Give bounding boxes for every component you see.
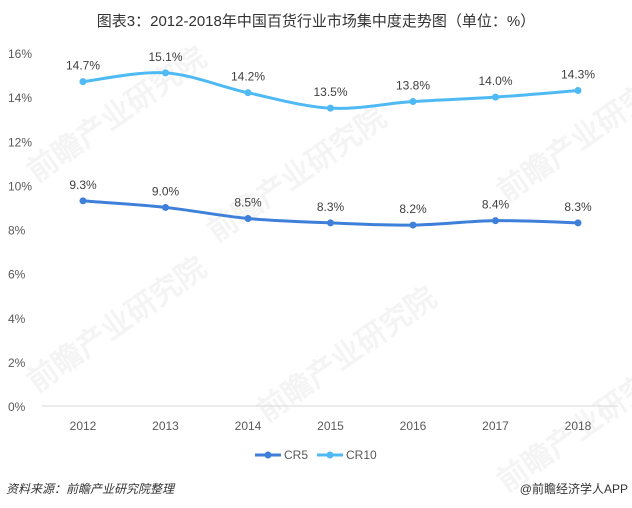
data-label: 8.3% [317, 200, 345, 214]
data-label: 8.5% [234, 195, 262, 209]
data-point [162, 69, 169, 77]
legend-label: CR10 [346, 448, 377, 462]
data-label: 14.2% [231, 70, 265, 84]
source-note: 资料来源：前瞻产业研究院整理 [6, 482, 175, 496]
y-tick-label: 6% [8, 268, 26, 282]
x-tick-label: 2018 [565, 419, 592, 433]
legend-marker [326, 451, 334, 459]
data-label: 8.4% [482, 198, 510, 212]
data-point [492, 217, 499, 225]
x-tick-label: 2014 [235, 419, 262, 433]
data-point [492, 93, 499, 101]
y-tick-label: 2% [8, 356, 26, 370]
y-tick-label: 4% [8, 312, 26, 326]
y-tick-label: 10% [8, 179, 32, 193]
data-point [244, 214, 252, 222]
data-point [409, 98, 417, 106]
credit-note: @前瞻经济学人APP [519, 482, 628, 496]
data-point [574, 87, 582, 95]
y-tick-label: 12% [8, 135, 32, 149]
x-tick-label: 2017 [482, 419, 509, 433]
y-tick-label: 0% [8, 400, 26, 414]
data-label: 8.2% [399, 202, 427, 216]
data-point [79, 78, 87, 86]
chart-title: 图表3：2012-2018年中国百货行业市场集中度走势图（单位：%） [96, 13, 536, 30]
data-label: 9.0% [152, 184, 180, 198]
data-label: 13.8% [396, 79, 430, 93]
data-point [327, 104, 334, 112]
data-label: 15.1% [148, 50, 182, 64]
x-tick-label: 2016 [400, 419, 427, 433]
y-tick-label: 14% [8, 91, 32, 105]
y-tick-label: 8% [8, 224, 26, 238]
y-tick-label: 16% [8, 47, 32, 61]
data-label: 14.7% [66, 59, 100, 73]
data-point [327, 219, 334, 227]
x-tick-label: 2012 [70, 419, 97, 433]
legend-label: CR5 [284, 448, 308, 462]
data-point [574, 219, 582, 227]
data-label: 14.3% [561, 68, 595, 82]
data-label: 9.3% [69, 178, 97, 192]
x-tick-label: 2013 [152, 419, 179, 433]
data-label: 8.3% [564, 200, 592, 214]
data-point [409, 221, 417, 229]
legend-marker [264, 451, 272, 459]
data-point [79, 197, 87, 205]
data-label: 14.0% [478, 74, 512, 88]
data-label: 13.5% [313, 85, 347, 99]
data-point [244, 89, 252, 97]
x-tick-label: 2015 [317, 419, 344, 433]
data-point [162, 203, 169, 211]
